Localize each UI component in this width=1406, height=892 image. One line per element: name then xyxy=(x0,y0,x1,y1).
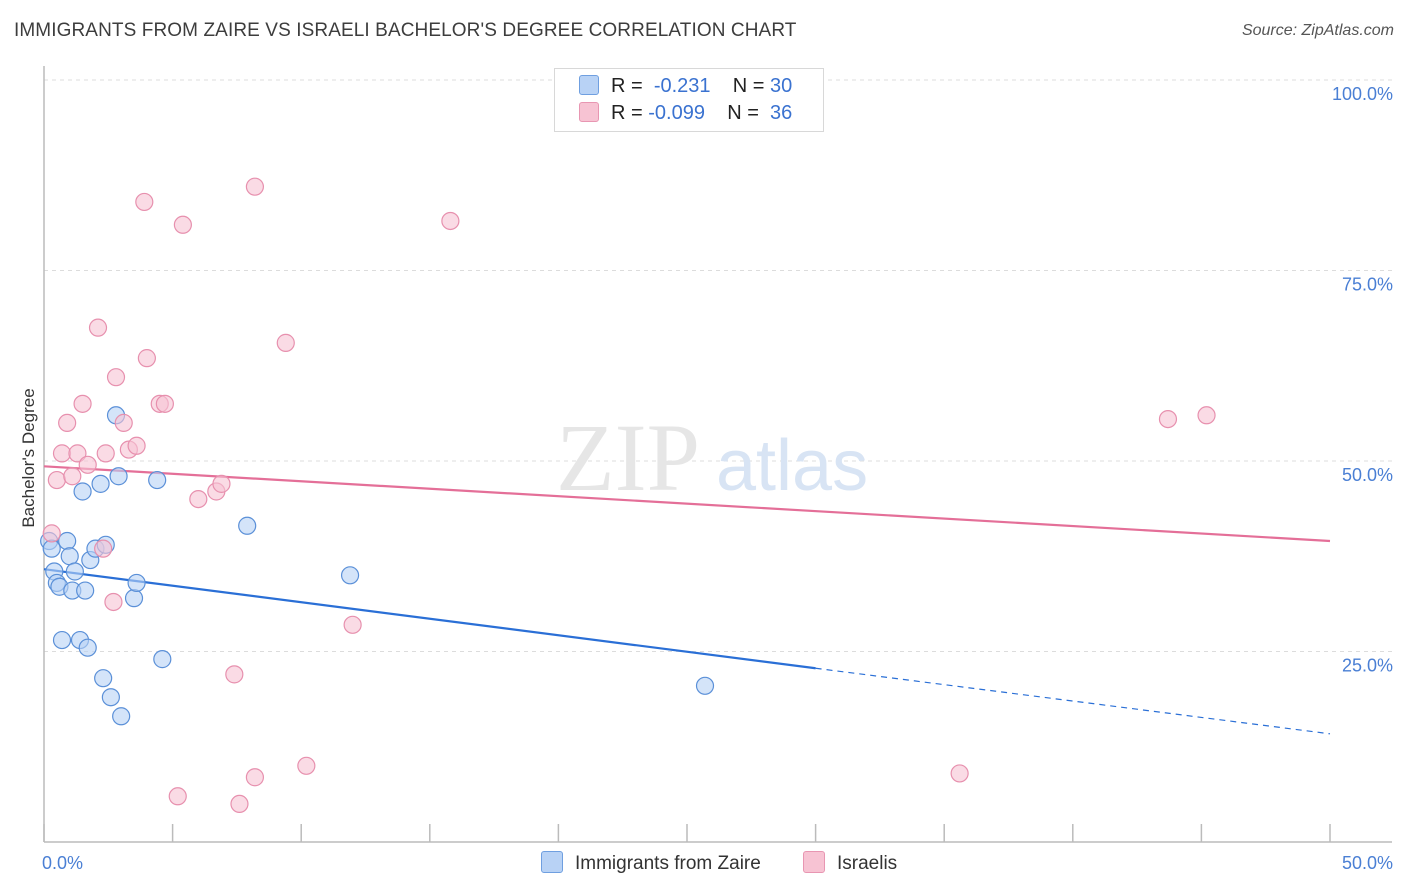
watermark-zip: ZIP xyxy=(556,404,700,511)
zaire-point-5 xyxy=(52,630,72,650)
x-tick-label-min: 0.0% xyxy=(42,853,83,873)
israeli-point-35 xyxy=(1197,406,1216,425)
y-tick-label-1: 50.0% xyxy=(1342,465,1393,485)
zaire-point-16 xyxy=(91,474,110,493)
legend-n-value-1: 30 xyxy=(770,75,793,97)
zaire-point-17 xyxy=(94,669,113,688)
israeli-point-34 xyxy=(1158,409,1178,429)
zaire-point-26 xyxy=(153,650,172,669)
israeli-point-2 xyxy=(52,444,72,463)
bottom-legend-label-israelis: Israelis xyxy=(837,853,898,874)
axes xyxy=(43,66,1392,843)
bottom-legend-label-zaire: Immigrants from Zaire xyxy=(575,853,761,874)
y-axis-label: Bachelor's Degree xyxy=(19,388,38,527)
legend-r-label-2: R = xyxy=(611,102,643,124)
zaire-point-12 xyxy=(76,581,95,600)
israeli-point-24 xyxy=(212,474,231,493)
zaire-trend-extension xyxy=(815,667,1331,735)
israeli-point-27 xyxy=(245,177,265,196)
israeli-point-1 xyxy=(47,470,66,490)
legend-swatch-pink xyxy=(579,102,599,122)
israeli-point-7 xyxy=(78,455,97,474)
israeli-point-8 xyxy=(88,318,108,337)
legend-row-zaire: R = -0.231 N = 30 xyxy=(579,75,792,101)
zaire-point-13 xyxy=(78,638,97,657)
bottom-legend-israelis: Israelis xyxy=(803,851,897,875)
israeli-point-6 xyxy=(73,394,92,413)
bottom-legend-zaire: Immigrants from Zaire xyxy=(541,851,761,875)
x-tick-label-max: 50.0% xyxy=(1342,853,1393,873)
zaire-point-27 xyxy=(238,516,257,535)
data-points xyxy=(40,177,1216,814)
zaire-point-22 xyxy=(112,707,131,726)
israeli-point-11 xyxy=(104,592,123,612)
israeli-point-28 xyxy=(245,768,265,787)
israeli-point-15 xyxy=(127,436,146,455)
israeli-point-29 xyxy=(276,333,295,352)
correlation-legend: R = -0.231 N = 30 R = -0.099 N = 36 xyxy=(554,68,824,132)
israeli-point-4 xyxy=(63,467,82,486)
zaire-point-23 xyxy=(124,589,144,608)
zaire-point-9 xyxy=(65,562,84,581)
y-tick-label-0: 25.0% xyxy=(1342,656,1393,676)
israeli-point-17 xyxy=(137,349,156,368)
trend-lines xyxy=(43,465,1331,735)
zaire-point-24 xyxy=(127,573,146,593)
israeli-trend-line xyxy=(43,465,1331,543)
israeli-point-0 xyxy=(42,524,61,543)
legend-n-label-2: N = xyxy=(727,102,759,124)
israeli-point-31 xyxy=(343,615,362,634)
watermark-atlas: atlas xyxy=(716,426,868,506)
israeli-point-9 xyxy=(94,539,113,558)
legend-n-value-2: 36 xyxy=(770,102,793,124)
israeli-point-5 xyxy=(68,444,87,463)
israeli-point-21 xyxy=(173,215,192,234)
y-tick-labels: 25.0% 50.0% 75.0% 100.0% xyxy=(1332,84,1393,676)
zaire-trend-line xyxy=(43,568,816,670)
y-tick-label-3: 100.0% xyxy=(1332,84,1393,104)
zaire-point-25 xyxy=(148,470,167,490)
israeli-point-32 xyxy=(441,211,460,231)
legend-r-value-1: -0.231 xyxy=(653,75,711,97)
legend-row-israelis: R = -0.099 N = 36 xyxy=(579,102,792,128)
israeli-point-20 xyxy=(168,787,187,806)
bottom-legend-swatch-blue xyxy=(541,851,563,873)
zaire-point-11 xyxy=(73,482,92,501)
zaire-point-7 xyxy=(60,547,79,566)
zaire-point-28 xyxy=(340,566,360,585)
zaire-point-6 xyxy=(58,531,77,551)
bottom-legend-swatch-pink xyxy=(803,851,825,873)
israeli-point-16 xyxy=(135,192,154,212)
zaire-point-21 xyxy=(109,467,128,486)
legend-swatch-blue xyxy=(579,75,599,95)
israeli-point-33 xyxy=(950,764,969,783)
israeli-point-19 xyxy=(155,394,174,413)
source-label: Source: ZipAtlas.com xyxy=(1241,22,1394,39)
legend-r-label-1: R = xyxy=(611,75,643,97)
chart-title: IMMIGRANTS FROM ZAIRE VS ISRAELI BACHELO… xyxy=(14,20,797,41)
zaire-point-29 xyxy=(695,676,715,695)
zaire-point-19 xyxy=(101,688,120,707)
grid-lines xyxy=(44,79,1392,652)
israeli-point-10 xyxy=(96,444,115,463)
israeli-point-3 xyxy=(58,413,77,432)
legend-n-label-1: N = xyxy=(732,75,765,97)
legend-r-value-2: -0.099 xyxy=(648,102,705,124)
y-tick-label-2: 75.0% xyxy=(1342,275,1393,295)
israeli-point-13 xyxy=(114,413,133,432)
israeli-point-30 xyxy=(297,756,316,775)
zaire-point-1 xyxy=(42,539,61,558)
israeli-point-22 xyxy=(189,490,208,509)
israeli-point-12 xyxy=(106,368,126,387)
israeli-point-26 xyxy=(230,794,249,814)
israeli-point-25 xyxy=(225,665,244,684)
